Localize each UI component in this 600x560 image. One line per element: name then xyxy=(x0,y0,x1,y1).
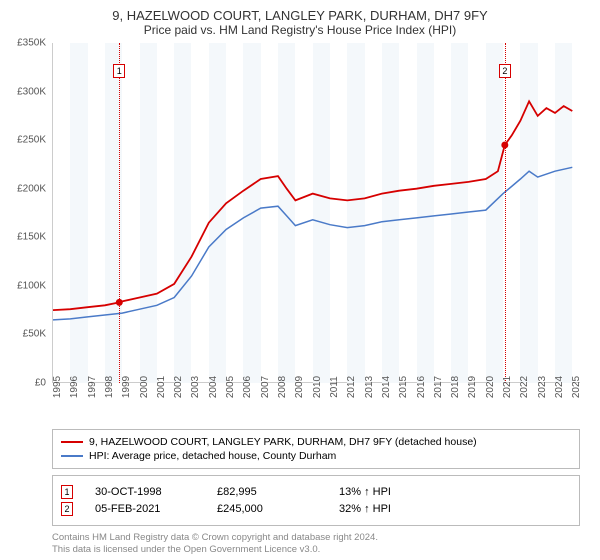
line-layer xyxy=(53,43,581,383)
event-badge: 2 xyxy=(61,502,73,516)
x-axis: 1995199619971998199920002001200220032004… xyxy=(52,383,580,423)
x-tick-label: 2021 xyxy=(502,376,513,398)
sale-marker-line xyxy=(119,43,120,383)
x-tick-label: 2002 xyxy=(173,376,184,398)
event-price: £82,995 xyxy=(217,486,317,498)
series-line xyxy=(53,167,572,320)
chart-container: 9, HAZELWOOD COURT, LANGLEY PARK, DURHAM… xyxy=(0,0,600,560)
legend-swatch xyxy=(61,455,83,457)
x-tick-label: 1996 xyxy=(69,376,80,398)
attribution-line: This data is licensed under the Open Gov… xyxy=(52,544,590,556)
sale-marker-line xyxy=(505,43,506,383)
x-tick-label: 2005 xyxy=(225,376,236,398)
y-tick-label: £300K xyxy=(17,86,46,97)
x-tick-label: 2016 xyxy=(416,376,427,398)
event-delta: 13% ↑ HPI xyxy=(339,486,439,498)
y-tick-label: £250K xyxy=(17,135,46,146)
x-tick-label: 2012 xyxy=(346,376,357,398)
event-badge: 1 xyxy=(61,485,73,499)
x-tick-label: 2023 xyxy=(537,376,548,398)
chart-title: 9, HAZELWOOD COURT, LANGLEY PARK, DURHAM… xyxy=(10,8,590,23)
y-tick-label: £0 xyxy=(35,378,46,389)
x-tick-label: 2010 xyxy=(312,376,323,398)
x-tick-label: 2014 xyxy=(381,376,392,398)
x-tick-label: 2025 xyxy=(571,376,582,398)
attribution: Contains HM Land Registry data © Crown c… xyxy=(52,532,590,557)
y-tick-label: £150K xyxy=(17,232,46,243)
x-tick-label: 1998 xyxy=(104,376,115,398)
series-line xyxy=(53,101,572,310)
x-tick-label: 2007 xyxy=(260,376,271,398)
x-tick-label: 2009 xyxy=(294,376,305,398)
y-tick-label: £200K xyxy=(17,183,46,194)
event-price: £245,000 xyxy=(217,503,317,515)
legend-label: HPI: Average price, detached house, Coun… xyxy=(89,450,336,462)
x-tick-label: 2017 xyxy=(433,376,444,398)
x-tick-label: 2013 xyxy=(364,376,375,398)
sale-marker-badge: 2 xyxy=(499,64,511,78)
x-tick-label: 1995 xyxy=(52,376,63,398)
x-tick-label: 2024 xyxy=(554,376,565,398)
x-tick-label: 2011 xyxy=(329,376,340,398)
x-tick-label: 2022 xyxy=(519,376,530,398)
y-tick-label: £350K xyxy=(17,38,46,49)
event-date: 05-FEB-2021 xyxy=(95,503,195,515)
y-tick-label: £50K xyxy=(23,329,46,340)
x-tick-label: 2000 xyxy=(139,376,150,398)
event-row: 2 05-FEB-2021 £245,000 32% ↑ HPI xyxy=(61,502,571,516)
x-tick-label: 2018 xyxy=(450,376,461,398)
attribution-line: Contains HM Land Registry data © Crown c… xyxy=(52,532,590,544)
x-tick-label: 2020 xyxy=(485,376,496,398)
x-tick-label: 1999 xyxy=(121,376,132,398)
y-tick-label: £100K xyxy=(17,280,46,291)
chart-subtitle: Price paid vs. HM Land Registry's House … xyxy=(10,23,590,37)
legend-label: 9, HAZELWOOD COURT, LANGLEY PARK, DURHAM… xyxy=(89,436,477,448)
x-tick-label: 2019 xyxy=(467,376,478,398)
x-tick-label: 2015 xyxy=(398,376,409,398)
legend-swatch xyxy=(61,441,83,443)
plot-region: 12 xyxy=(52,43,580,383)
y-axis: £0£50K£100K£150K£200K£250K£300K£350K xyxy=(10,43,50,383)
x-tick-label: 2006 xyxy=(242,376,253,398)
event-row: 1 30-OCT-1998 £82,995 13% ↑ HPI xyxy=(61,485,571,499)
legend-item: HPI: Average price, detached house, Coun… xyxy=(61,450,571,462)
x-tick-label: 2004 xyxy=(208,376,219,398)
x-tick-label: 1997 xyxy=(87,376,98,398)
event-date: 30-OCT-1998 xyxy=(95,486,195,498)
chart-area: £0£50K£100K£150K£200K£250K£300K£350K 12 … xyxy=(10,43,590,423)
event-delta: 32% ↑ HPI xyxy=(339,503,439,515)
legend-item: 9, HAZELWOOD COURT, LANGLEY PARK, DURHAM… xyxy=(61,436,571,448)
legend: 9, HAZELWOOD COURT, LANGLEY PARK, DURHAM… xyxy=(52,429,580,469)
x-tick-label: 2008 xyxy=(277,376,288,398)
x-tick-label: 2001 xyxy=(156,376,167,398)
x-tick-label: 2003 xyxy=(190,376,201,398)
events-table: 1 30-OCT-1998 £82,995 13% ↑ HPI 2 05-FEB-2021… xyxy=(52,475,580,526)
sale-marker-badge: 1 xyxy=(113,64,125,78)
